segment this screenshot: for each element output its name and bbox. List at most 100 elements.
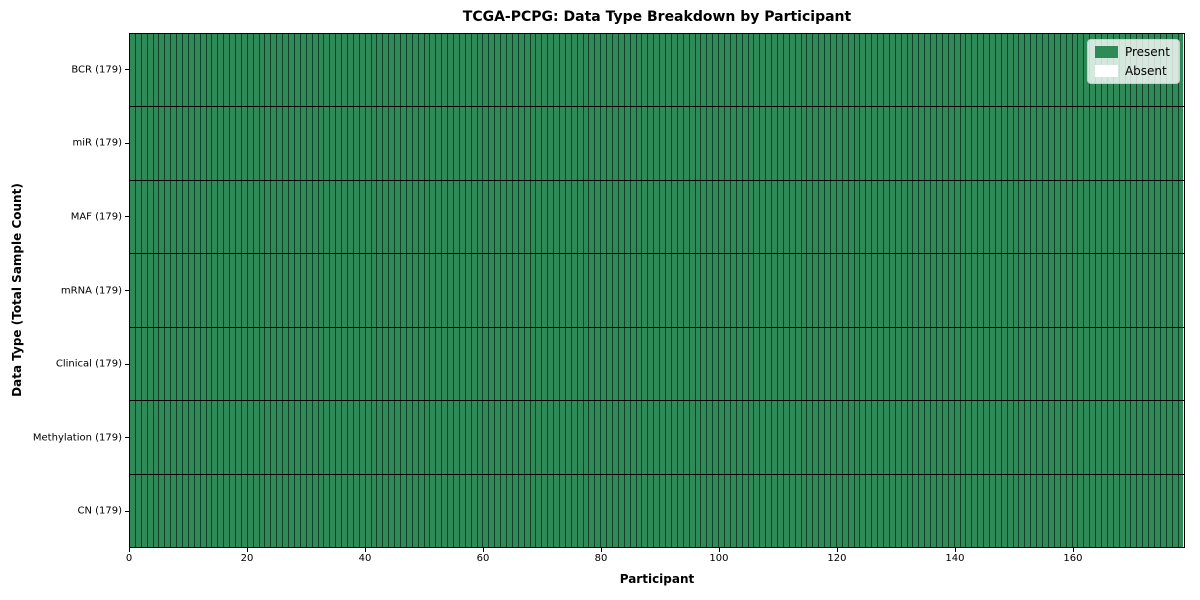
cell bbox=[277, 327, 284, 401]
cell bbox=[654, 254, 661, 327]
cell bbox=[389, 474, 396, 547]
legend-label: Absent bbox=[1124, 64, 1167, 78]
cell bbox=[1048, 180, 1055, 254]
cell bbox=[689, 401, 696, 474]
cell bbox=[630, 107, 637, 180]
cell bbox=[477, 474, 484, 547]
cell bbox=[1019, 401, 1026, 474]
cell bbox=[654, 474, 661, 547]
cell bbox=[188, 474, 195, 547]
cell bbox=[595, 180, 602, 254]
cell bbox=[247, 401, 254, 474]
cell bbox=[306, 34, 313, 107]
cell bbox=[271, 327, 278, 401]
cell bbox=[565, 474, 572, 547]
cell bbox=[200, 107, 207, 180]
cell bbox=[365, 401, 372, 474]
cell bbox=[990, 474, 996, 547]
cell bbox=[1066, 327, 1073, 401]
cell bbox=[1037, 34, 1044, 107]
cell bbox=[1060, 180, 1067, 254]
cell bbox=[336, 327, 343, 401]
cell bbox=[483, 180, 490, 254]
cell bbox=[1137, 180, 1144, 254]
cell bbox=[895, 327, 902, 401]
cell bbox=[695, 401, 702, 474]
cell bbox=[713, 254, 720, 327]
cell bbox=[942, 254, 949, 327]
cell bbox=[789, 474, 796, 547]
cell bbox=[200, 180, 207, 254]
cell bbox=[695, 327, 702, 401]
cell bbox=[777, 254, 784, 327]
x-tick-mark bbox=[129, 548, 130, 552]
cell bbox=[966, 401, 973, 474]
cell bbox=[854, 107, 861, 180]
cell bbox=[636, 107, 643, 180]
cell bbox=[948, 107, 955, 180]
cell bbox=[183, 107, 189, 180]
cell bbox=[353, 254, 360, 327]
cell bbox=[666, 107, 672, 180]
cell bbox=[554, 34, 561, 107]
cell bbox=[772, 327, 778, 401]
cell bbox=[353, 327, 360, 401]
cell bbox=[1131, 474, 1138, 547]
cell bbox=[524, 34, 531, 107]
cell bbox=[241, 327, 248, 401]
cell bbox=[324, 180, 331, 254]
cell bbox=[353, 180, 360, 254]
cell bbox=[253, 180, 260, 254]
cell bbox=[913, 327, 920, 401]
y-tick-mark bbox=[125, 290, 129, 291]
cell bbox=[130, 401, 136, 474]
cell bbox=[265, 34, 272, 107]
cell bbox=[889, 107, 896, 180]
cell bbox=[966, 327, 973, 401]
cell bbox=[742, 254, 749, 327]
cell bbox=[188, 107, 195, 180]
cell bbox=[177, 401, 184, 474]
cell bbox=[966, 254, 973, 327]
cell bbox=[459, 180, 466, 254]
cell bbox=[194, 254, 201, 327]
cell bbox=[153, 327, 160, 401]
cell bbox=[795, 107, 802, 180]
cell bbox=[895, 34, 902, 107]
cell bbox=[607, 474, 614, 547]
cell bbox=[1001, 401, 1008, 474]
cell bbox=[1072, 474, 1079, 547]
cell bbox=[895, 474, 902, 547]
cell bbox=[878, 107, 884, 180]
cell bbox=[371, 401, 378, 474]
cell bbox=[507, 34, 513, 107]
cell bbox=[1072, 254, 1079, 327]
cell bbox=[359, 107, 366, 180]
cell bbox=[165, 474, 172, 547]
cell bbox=[748, 254, 755, 327]
cell bbox=[807, 34, 814, 107]
cell bbox=[819, 34, 826, 107]
cell bbox=[825, 180, 831, 254]
cell bbox=[177, 254, 184, 327]
cell bbox=[400, 34, 407, 107]
cell bbox=[1107, 107, 1114, 180]
cell bbox=[713, 474, 720, 547]
cell bbox=[507, 107, 513, 180]
cell bbox=[330, 34, 337, 107]
cell bbox=[742, 107, 749, 180]
cell bbox=[453, 327, 460, 401]
cell bbox=[471, 327, 478, 401]
cell bbox=[412, 107, 419, 180]
cell bbox=[430, 254, 437, 327]
cell bbox=[660, 180, 667, 254]
cell bbox=[1013, 34, 1020, 107]
cell bbox=[465, 401, 472, 474]
cell bbox=[807, 180, 814, 254]
cell bbox=[1160, 180, 1167, 254]
cell bbox=[707, 34, 714, 107]
cell bbox=[848, 474, 855, 547]
cell bbox=[324, 401, 331, 474]
cell bbox=[801, 254, 808, 327]
cell bbox=[931, 327, 938, 401]
